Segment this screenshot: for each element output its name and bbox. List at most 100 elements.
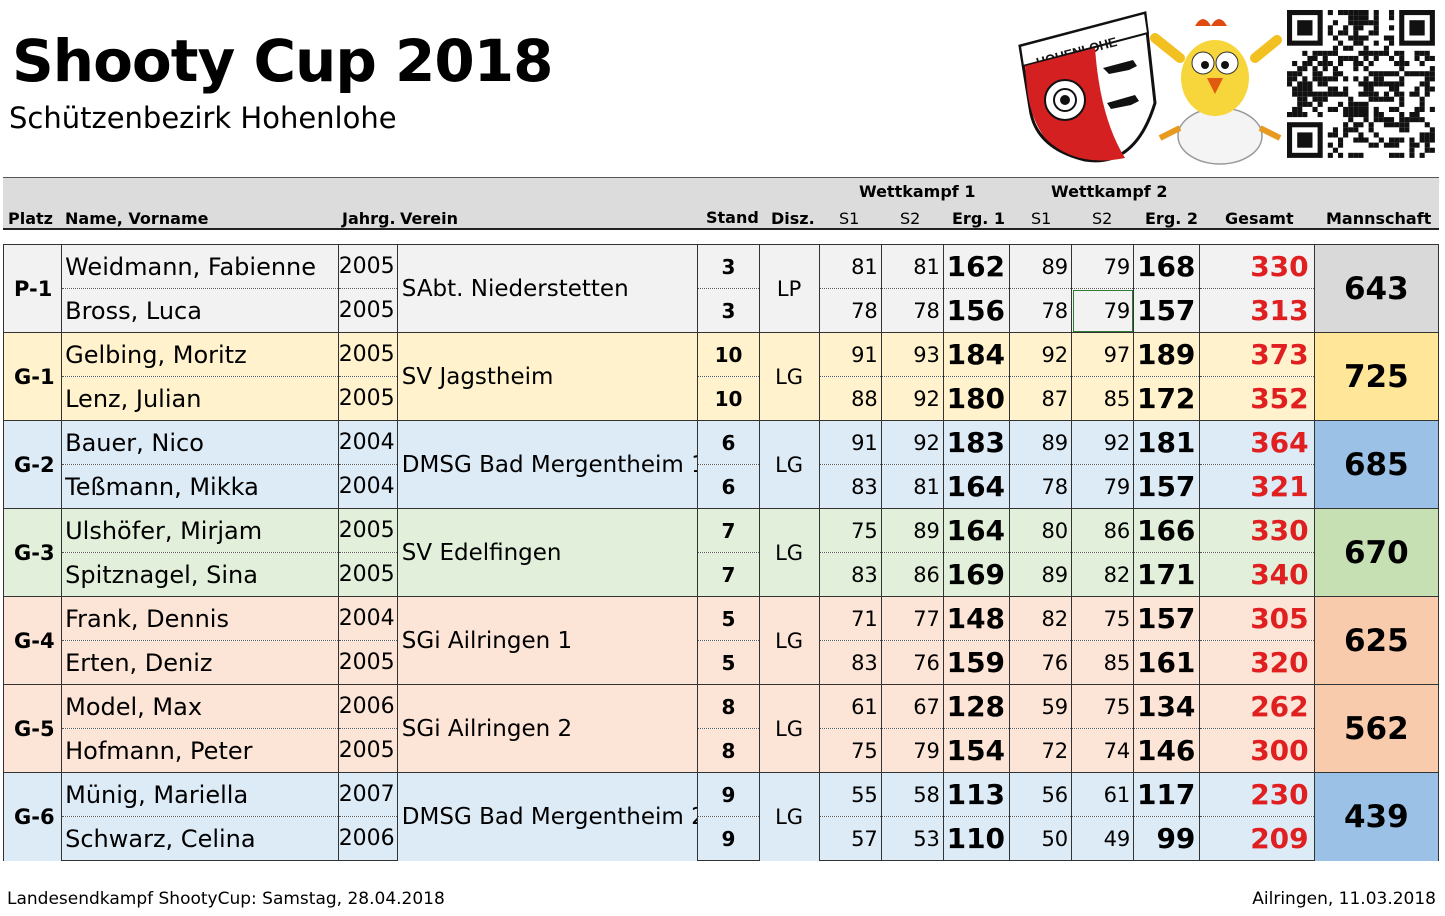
cell-wk1-s2[interactable]: 81 bbox=[880, 464, 944, 509]
cell-wk2-s2[interactable]: 97 bbox=[1071, 332, 1135, 377]
cell-stand[interactable]: 10 bbox=[697, 376, 760, 421]
cell-wk1-s1[interactable]: 75 bbox=[818, 728, 882, 773]
cell-disziplin[interactable]: LG bbox=[758, 772, 820, 861]
cell-stand[interactable]: 5 bbox=[697, 596, 760, 641]
cell-wk2-s1[interactable]: 87 bbox=[1009, 376, 1073, 421]
cell-gesamt[interactable]: 320 bbox=[1199, 640, 1315, 685]
cell-verein[interactable]: SAbt. Niederstetten bbox=[396, 244, 699, 333]
cell-wk2-s2[interactable]: 85 bbox=[1071, 640, 1135, 685]
cell-wk1-s1[interactable]: 81 bbox=[818, 244, 882, 289]
cell-wk1-s2[interactable]: 77 bbox=[880, 596, 944, 641]
cell-wk1-s2[interactable]: 86 bbox=[880, 552, 944, 597]
cell-jahrgang[interactable]: 2004 bbox=[337, 420, 398, 465]
cell-wk2-s1[interactable]: 89 bbox=[1009, 420, 1073, 465]
cell-disziplin[interactable]: LG bbox=[758, 332, 820, 421]
cell-jahrgang[interactable]: 2005 bbox=[337, 332, 398, 377]
cell-jahrgang[interactable]: 2005 bbox=[337, 640, 398, 685]
cell-wk2-s2[interactable]: 79 bbox=[1071, 288, 1135, 333]
cell-platz[interactable]: G-1 bbox=[2, 332, 63, 421]
cell-wk2-s2[interactable]: 79 bbox=[1071, 244, 1135, 289]
cell-ergebnis-1[interactable]: 164 bbox=[942, 464, 1011, 509]
cell-wk2-s1[interactable]: 82 bbox=[1009, 596, 1073, 641]
cell-name[interactable]: Hofmann, Peter bbox=[61, 728, 339, 773]
cell-wk1-s2[interactable]: 76 bbox=[880, 640, 944, 685]
cell-jahrgang[interactable]: 2005 bbox=[337, 288, 398, 333]
cell-platz[interactable]: G-5 bbox=[2, 684, 63, 773]
cell-ergebnis-2[interactable]: 168 bbox=[1133, 244, 1201, 289]
cell-mannschaft[interactable]: 670 bbox=[1313, 508, 1440, 597]
cell-name[interactable]: Erten, Deniz bbox=[61, 640, 339, 685]
cell-wk1-s2[interactable]: 89 bbox=[880, 508, 944, 553]
cell-wk2-s1[interactable]: 50 bbox=[1009, 816, 1073, 861]
cell-ergebnis-1[interactable]: 159 bbox=[942, 640, 1011, 685]
cell-stand[interactable]: 3 bbox=[697, 244, 760, 289]
cell-jahrgang[interactable]: 2005 bbox=[337, 244, 398, 289]
cell-ergebnis-2[interactable]: 117 bbox=[1133, 772, 1201, 817]
cell-gesamt[interactable]: 352 bbox=[1199, 376, 1315, 421]
cell-wk1-s1[interactable]: 88 bbox=[818, 376, 882, 421]
cell-wk1-s2[interactable]: 58 bbox=[880, 772, 944, 817]
cell-wk1-s2[interactable]: 92 bbox=[880, 420, 944, 465]
cell-gesamt[interactable]: 230 bbox=[1199, 772, 1315, 817]
cell-stand[interactable]: 9 bbox=[697, 816, 760, 861]
cell-wk2-s1[interactable]: 76 bbox=[1009, 640, 1073, 685]
cell-wk1-s2[interactable]: 93 bbox=[880, 332, 944, 377]
cell-wk2-s1[interactable]: 92 bbox=[1009, 332, 1073, 377]
cell-wk1-s1[interactable]: 75 bbox=[818, 508, 882, 553]
cell-mannschaft[interactable]: 439 bbox=[1313, 772, 1440, 861]
cell-gesamt[interactable]: 330 bbox=[1199, 508, 1315, 553]
cell-mannschaft[interactable]: 725 bbox=[1313, 332, 1440, 421]
cell-ergebnis-1[interactable]: 184 bbox=[942, 332, 1011, 377]
cell-gesamt[interactable]: 373 bbox=[1199, 332, 1315, 377]
cell-ergebnis-1[interactable]: 154 bbox=[942, 728, 1011, 773]
cell-wk1-s1[interactable]: 78 bbox=[818, 288, 882, 333]
cell-ergebnis-1[interactable]: 128 bbox=[942, 684, 1011, 729]
cell-ergebnis-2[interactable]: 157 bbox=[1133, 464, 1201, 509]
cell-mannschaft[interactable]: 685 bbox=[1313, 420, 1440, 509]
cell-platz[interactable]: G-6 bbox=[2, 772, 63, 861]
cell-jahrgang[interactable]: 2004 bbox=[337, 596, 398, 641]
cell-wk1-s1[interactable]: 61 bbox=[818, 684, 882, 729]
cell-wk2-s2[interactable]: 79 bbox=[1071, 464, 1135, 509]
cell-ergebnis-1[interactable]: 183 bbox=[942, 420, 1011, 465]
cell-wk1-s2[interactable]: 81 bbox=[880, 244, 944, 289]
cell-stand[interactable]: 6 bbox=[697, 464, 760, 509]
cell-ergebnis-1[interactable]: 162 bbox=[942, 244, 1011, 289]
cell-wk2-s2[interactable]: 86 bbox=[1071, 508, 1135, 553]
cell-wk2-s1[interactable]: 89 bbox=[1009, 552, 1073, 597]
cell-gesamt[interactable]: 364 bbox=[1199, 420, 1315, 465]
cell-disziplin[interactable]: LG bbox=[758, 684, 820, 773]
cell-wk2-s2[interactable]: 61 bbox=[1071, 772, 1135, 817]
cell-name[interactable]: Spitznagel, Sina bbox=[61, 552, 339, 597]
cell-mannschaft[interactable]: 625 bbox=[1313, 596, 1440, 685]
cell-platz[interactable]: G-2 bbox=[2, 420, 63, 509]
cell-verein[interactable]: SGi Ailringen 1 bbox=[396, 596, 699, 685]
cell-wk1-s1[interactable]: 71 bbox=[818, 596, 882, 641]
cell-platz[interactable]: G-4 bbox=[2, 596, 63, 685]
cell-ergebnis-2[interactable]: 146 bbox=[1133, 728, 1201, 773]
cell-ergebnis-1[interactable]: 110 bbox=[942, 816, 1011, 861]
cell-wk2-s2[interactable]: 92 bbox=[1071, 420, 1135, 465]
cell-mannschaft[interactable]: 562 bbox=[1313, 684, 1440, 773]
cell-jahrgang[interactable]: 2007 bbox=[337, 772, 398, 817]
cell-name[interactable]: Gelbing, Moritz bbox=[61, 332, 339, 377]
cell-gesamt[interactable]: 313 bbox=[1199, 288, 1315, 333]
cell-ergebnis-2[interactable]: 189 bbox=[1133, 332, 1201, 377]
cell-stand[interactable]: 8 bbox=[697, 684, 760, 729]
cell-ergebnis-1[interactable]: 156 bbox=[942, 288, 1011, 333]
cell-wk2-s1[interactable]: 56 bbox=[1009, 772, 1073, 817]
cell-gesamt[interactable]: 340 bbox=[1199, 552, 1315, 597]
cell-jahrgang[interactable]: 2005 bbox=[337, 508, 398, 553]
cell-wk1-s1[interactable]: 83 bbox=[818, 552, 882, 597]
cell-verein[interactable]: SV Jagstheim bbox=[396, 332, 699, 421]
cell-jahrgang[interactable]: 2005 bbox=[337, 376, 398, 421]
cell-wk1-s2[interactable]: 92 bbox=[880, 376, 944, 421]
cell-jahrgang[interactable]: 2005 bbox=[337, 728, 398, 773]
cell-ergebnis-1[interactable]: 164 bbox=[942, 508, 1011, 553]
cell-wk1-s1[interactable]: 57 bbox=[818, 816, 882, 861]
cell-name[interactable]: Frank, Dennis bbox=[61, 596, 339, 641]
cell-wk2-s1[interactable]: 89 bbox=[1009, 244, 1073, 289]
cell-gesamt[interactable]: 262 bbox=[1199, 684, 1315, 729]
cell-wk1-s2[interactable]: 53 bbox=[880, 816, 944, 861]
cell-wk1-s1[interactable]: 91 bbox=[818, 332, 882, 377]
